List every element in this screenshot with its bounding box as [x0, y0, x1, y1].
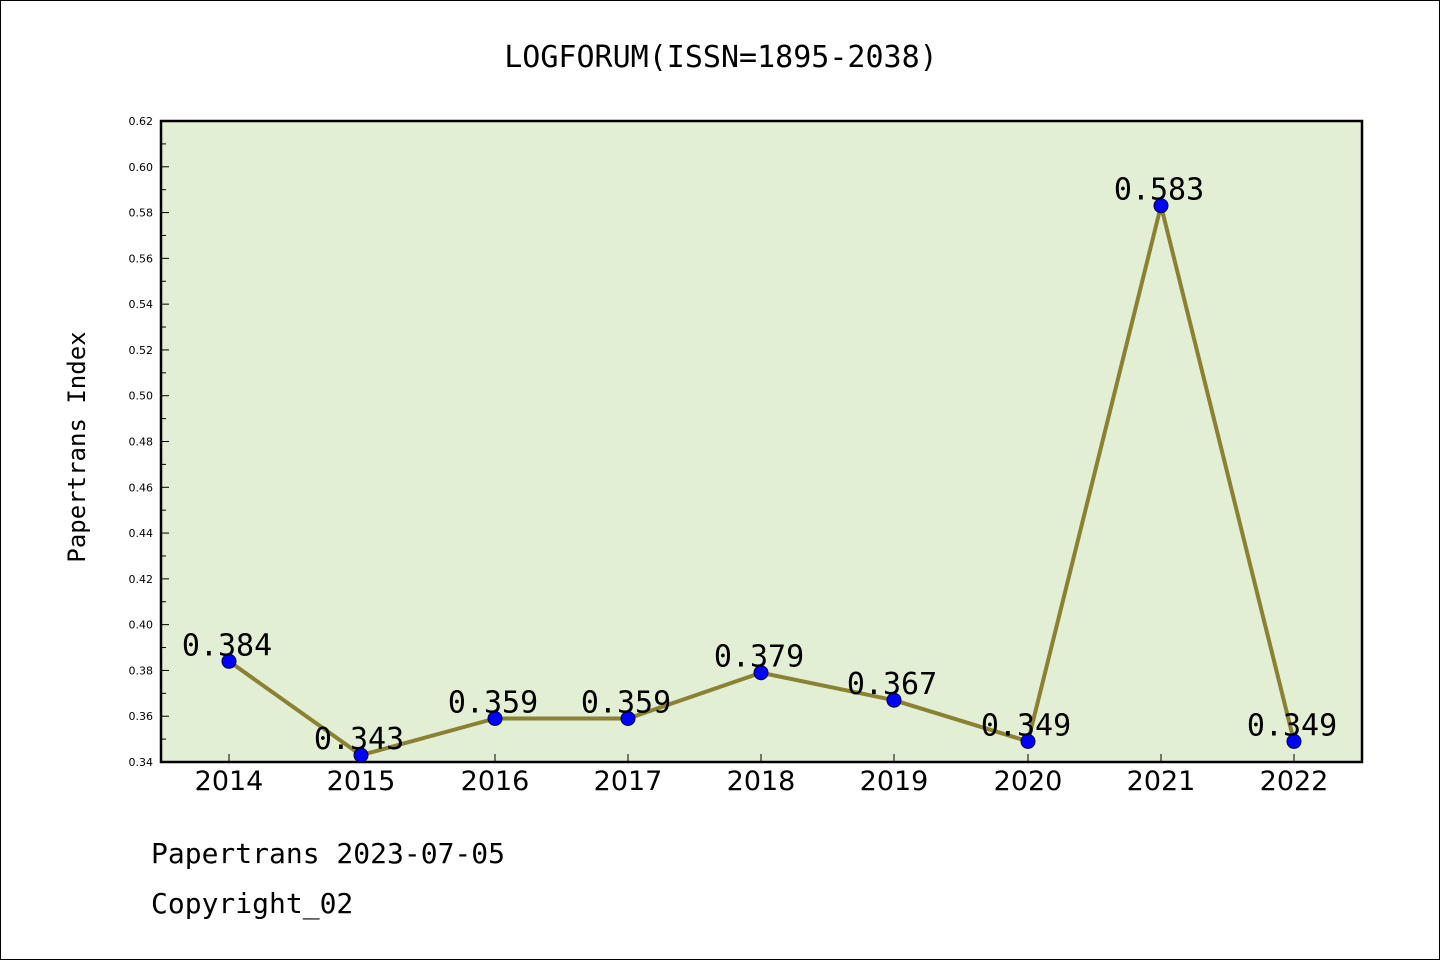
y-tick-label: 0.36 [129, 710, 154, 723]
x-tick-label: 2016 [461, 766, 530, 797]
data-point [221, 653, 237, 669]
x-tick-label: 2020 [994, 766, 1063, 797]
data-label: 0.359 [448, 686, 538, 721]
data-point [353, 747, 369, 763]
y-tick-label: 0.34 [129, 756, 154, 769]
x-tick-label: 2021 [1127, 766, 1196, 797]
data-point [886, 692, 902, 708]
y-tick-label: 0.54 [129, 298, 154, 311]
y-tick-label: 0.52 [129, 344, 154, 357]
data-label: 0.384 [182, 628, 272, 663]
y-tick-label: 0.46 [129, 481, 154, 494]
footer-copyright: Copyright_02 [151, 887, 354, 920]
y-tick-label: 0.56 [129, 252, 154, 265]
y-tick-label: 0.60 [129, 161, 154, 174]
data-label: 0.349 [981, 708, 1071, 743]
series-layer: 0.384 0.343 0.359 0.359 0.379 0.367 0.349 0.583… [182, 173, 1337, 763]
x-tick-label: 2022 [1260, 766, 1329, 797]
plot-area [159, 119, 1364, 764]
data-label: 0.343 [314, 722, 404, 757]
data-point [1286, 733, 1302, 749]
data-label: 0.379 [714, 640, 804, 675]
data-point [1020, 733, 1036, 749]
x-tick-label: 2015 [327, 766, 396, 797]
data-label: 0.359 [581, 686, 671, 721]
y-tick-label: 0.40 [129, 619, 154, 632]
y-axis-label: Papertrans Index [63, 331, 91, 562]
x-tick-label: 2014 [195, 766, 264, 797]
y-tick-label: 0.58 [129, 207, 154, 220]
y-tick-label: 0.48 [129, 436, 154, 449]
y-tick-label: 0.38 [129, 664, 154, 677]
footer-date: Papertrans 2023-07-05 [151, 837, 506, 870]
data-label: 0.349 [1247, 708, 1337, 743]
y-tick-label: 0.50 [129, 390, 154, 403]
data-point [487, 711, 503, 727]
x-tick-label: 2017 [594, 766, 663, 797]
data-point [1153, 198, 1169, 214]
x-tick-label: 2018 [727, 766, 796, 797]
data-label: 0.583 [1114, 173, 1204, 208]
chart-title: LOGFORUM(ISSN=1895-2038) [504, 40, 937, 75]
x-axis: 2014 2015 2016 2017 2018 2019 2020 2021 2022 [195, 754, 1329, 797]
x-tick-label: 2019 [860, 766, 929, 797]
y-axis: 0.34 0.36 0.38 0.40 0.42 0.44 0.46 0.48 0.50 0.52… [129, 115, 169, 769]
y-tick-label: 0.42 [129, 573, 154, 586]
y-tick-label: 0.44 [129, 527, 154, 540]
data-label: 0.367 [847, 667, 937, 702]
y-tick-label: 0.62 [129, 115, 154, 128]
data-point [620, 711, 636, 727]
data-point [753, 665, 769, 681]
